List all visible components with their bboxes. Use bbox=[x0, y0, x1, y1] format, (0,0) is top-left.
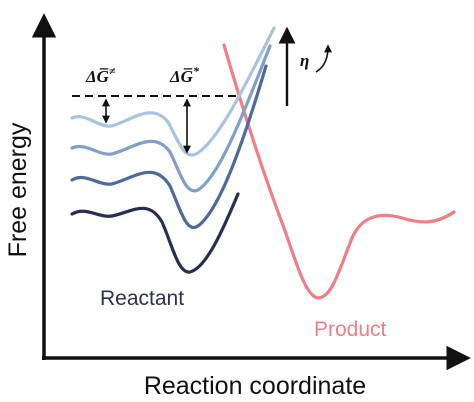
curved-up-arrow-icon bbox=[315, 44, 332, 73]
product-curve bbox=[222, 43, 456, 300]
intrinsic-barrier-superscript: * bbox=[193, 64, 200, 78]
intrinsic-barrier-label: ΔG̅* bbox=[169, 64, 200, 86]
reactant-curve-1 bbox=[70, 26, 276, 157]
reactant-curve-3 bbox=[70, 64, 268, 230]
reactant-curve-4 bbox=[70, 192, 240, 274]
activation-barrier-label: ΔG̅≠ bbox=[85, 64, 116, 86]
reactant-curve-2 bbox=[70, 44, 272, 193]
overpotential-label: η bbox=[300, 51, 309, 70]
reactant-label: Reactant bbox=[100, 287, 184, 310]
x-axis-label: Reaction coordinate bbox=[144, 372, 366, 400]
y-axis-label: Free energy bbox=[4, 122, 32, 257]
product-label: Product bbox=[314, 318, 387, 341]
activation-barrier-symbol: ΔG̅ bbox=[85, 67, 110, 86]
intrinsic-barrier-symbol: ΔG̅ bbox=[169, 67, 194, 86]
activation-barrier-superscript: ≠ bbox=[109, 64, 116, 78]
